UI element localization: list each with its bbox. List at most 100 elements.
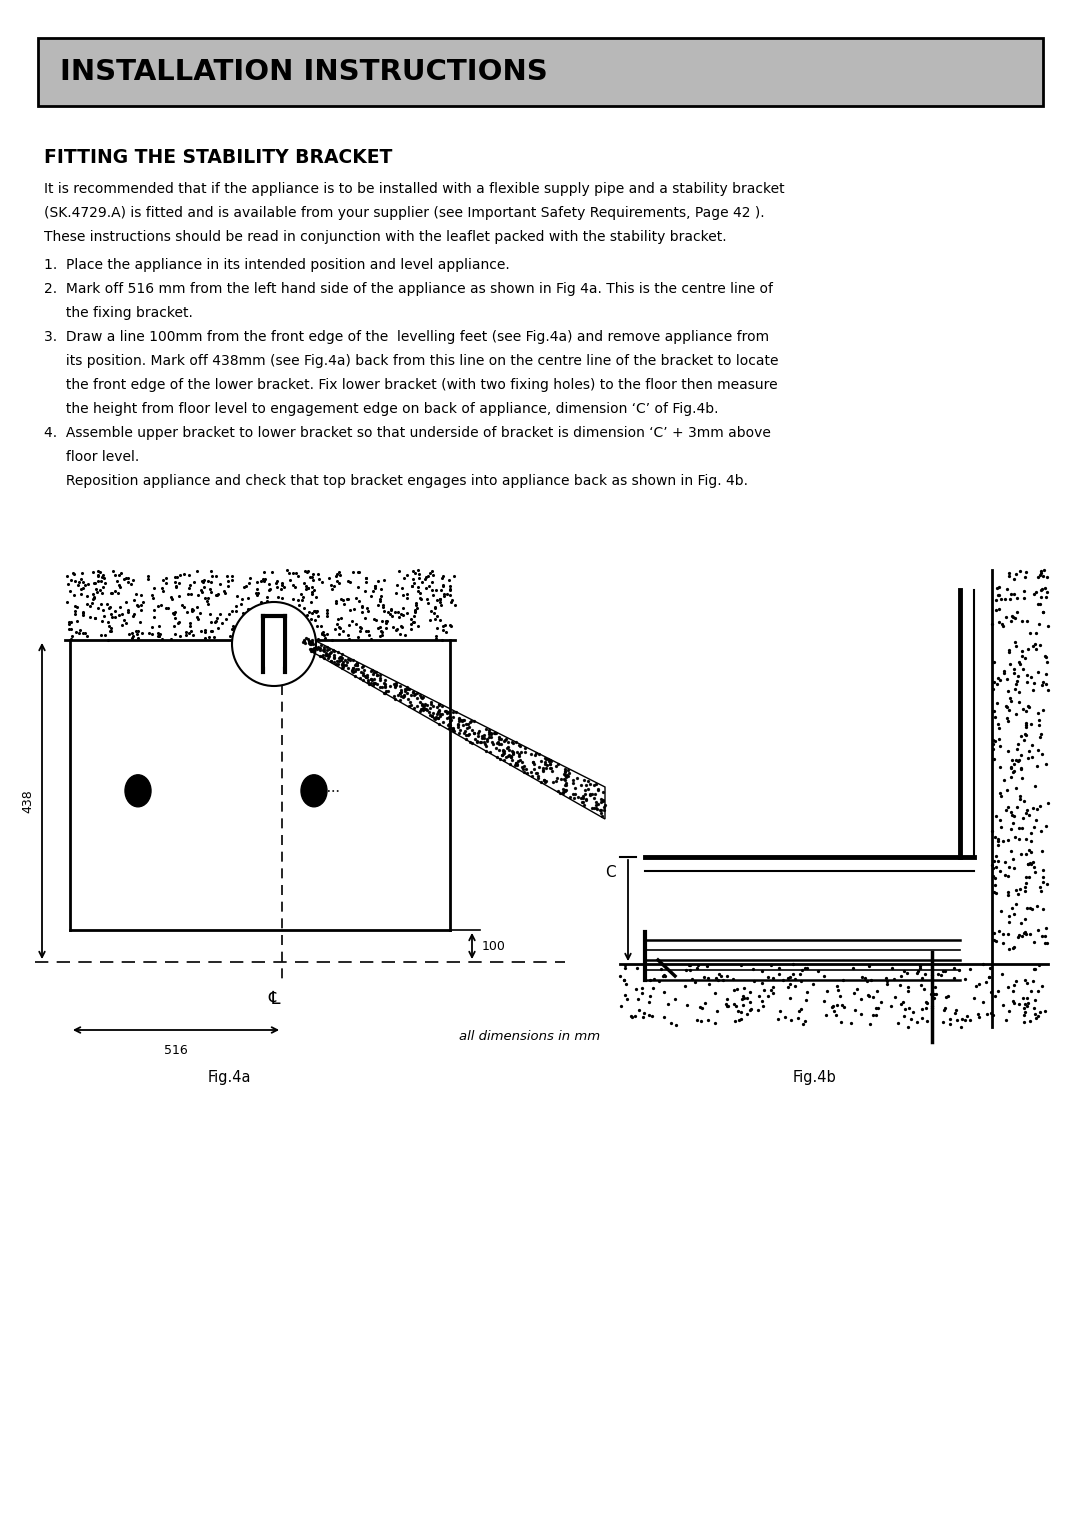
Point (1038, 872, 1055, 897)
Bar (38, 38, 1043, 105)
Point (192, 578, 210, 602)
Point (301, 565, 319, 590)
Point (387, 674, 404, 698)
Point (750, 998, 767, 1022)
Point (351, 588, 368, 613)
Point (503, 740, 521, 764)
Point (594, 804, 611, 828)
Point (75, 620, 92, 645)
Point (559, 758, 577, 782)
Point (337, 648, 354, 672)
Point (504, 740, 522, 764)
Point (183, 619, 200, 643)
Point (338, 587, 355, 611)
Point (934, 1010, 951, 1034)
Point (67, 594, 84, 619)
Point (406, 570, 423, 594)
Point (733, 987, 751, 1012)
Point (366, 576, 383, 601)
Point (791, 998, 808, 1022)
Point (1022, 921, 1039, 946)
Point (1026, 775, 1043, 799)
Point (586, 781, 604, 805)
Point (515, 755, 532, 779)
Point (406, 683, 423, 707)
Text: INSTALLATION INSTRUCTIONS: INSTALLATION INSTRUCTIONS (60, 58, 548, 86)
Point (1021, 839, 1038, 863)
Point (1025, 671, 1042, 695)
Point (583, 781, 600, 805)
Point (1032, 973, 1050, 998)
Point (424, 694, 442, 718)
Point (363, 584, 380, 608)
Point (630, 987, 647, 1012)
Point (422, 692, 440, 717)
Point (408, 681, 426, 706)
Point (541, 756, 558, 781)
Point (424, 582, 442, 607)
Point (404, 567, 421, 591)
Point (372, 674, 389, 698)
Point (285, 561, 302, 585)
Point (297, 625, 314, 649)
Point (981, 964, 998, 989)
Point (293, 587, 310, 611)
Point (543, 758, 561, 782)
Point (149, 620, 166, 645)
Point (487, 721, 504, 746)
Point (427, 607, 444, 631)
Point (1012, 877, 1029, 902)
Ellipse shape (125, 775, 151, 807)
Point (487, 721, 504, 746)
Point (411, 581, 429, 605)
Point (995, 921, 1012, 946)
Point (540, 749, 557, 773)
Point (988, 691, 1005, 715)
Point (775, 1004, 793, 1028)
Point (305, 561, 322, 585)
Point (409, 579, 427, 604)
Point (162, 584, 179, 608)
Point (408, 694, 426, 718)
Point (542, 749, 559, 773)
Point (986, 921, 1003, 946)
Point (492, 726, 510, 750)
Point (524, 750, 541, 775)
Point (538, 753, 555, 778)
Point (681, 952, 699, 976)
Point (577, 782, 594, 807)
Point (406, 597, 423, 622)
Point (318, 640, 335, 665)
Point (488, 732, 505, 756)
Point (282, 567, 299, 591)
Point (1034, 924, 1051, 949)
Point (615, 967, 632, 992)
Point (842, 1012, 860, 1036)
Point (900, 1015, 917, 1039)
Point (208, 607, 226, 631)
Point (1014, 923, 1031, 947)
Point (1008, 634, 1025, 659)
Point (502, 744, 519, 769)
Point (348, 611, 365, 636)
Point (1001, 686, 1018, 711)
Point (312, 636, 329, 660)
Point (508, 750, 525, 775)
Point (330, 570, 348, 594)
Point (1035, 857, 1052, 882)
Point (799, 979, 816, 1004)
Point (364, 672, 381, 697)
Point (384, 614, 402, 639)
Point (272, 576, 289, 601)
Point (1008, 969, 1025, 993)
Point (349, 651, 366, 675)
Point (575, 785, 592, 810)
Point (755, 978, 772, 1002)
Point (312, 637, 329, 662)
Point (510, 732, 527, 756)
Point (330, 649, 348, 674)
Point (253, 601, 270, 625)
Point (676, 975, 693, 999)
Point (322, 640, 339, 665)
Point (985, 698, 1002, 723)
